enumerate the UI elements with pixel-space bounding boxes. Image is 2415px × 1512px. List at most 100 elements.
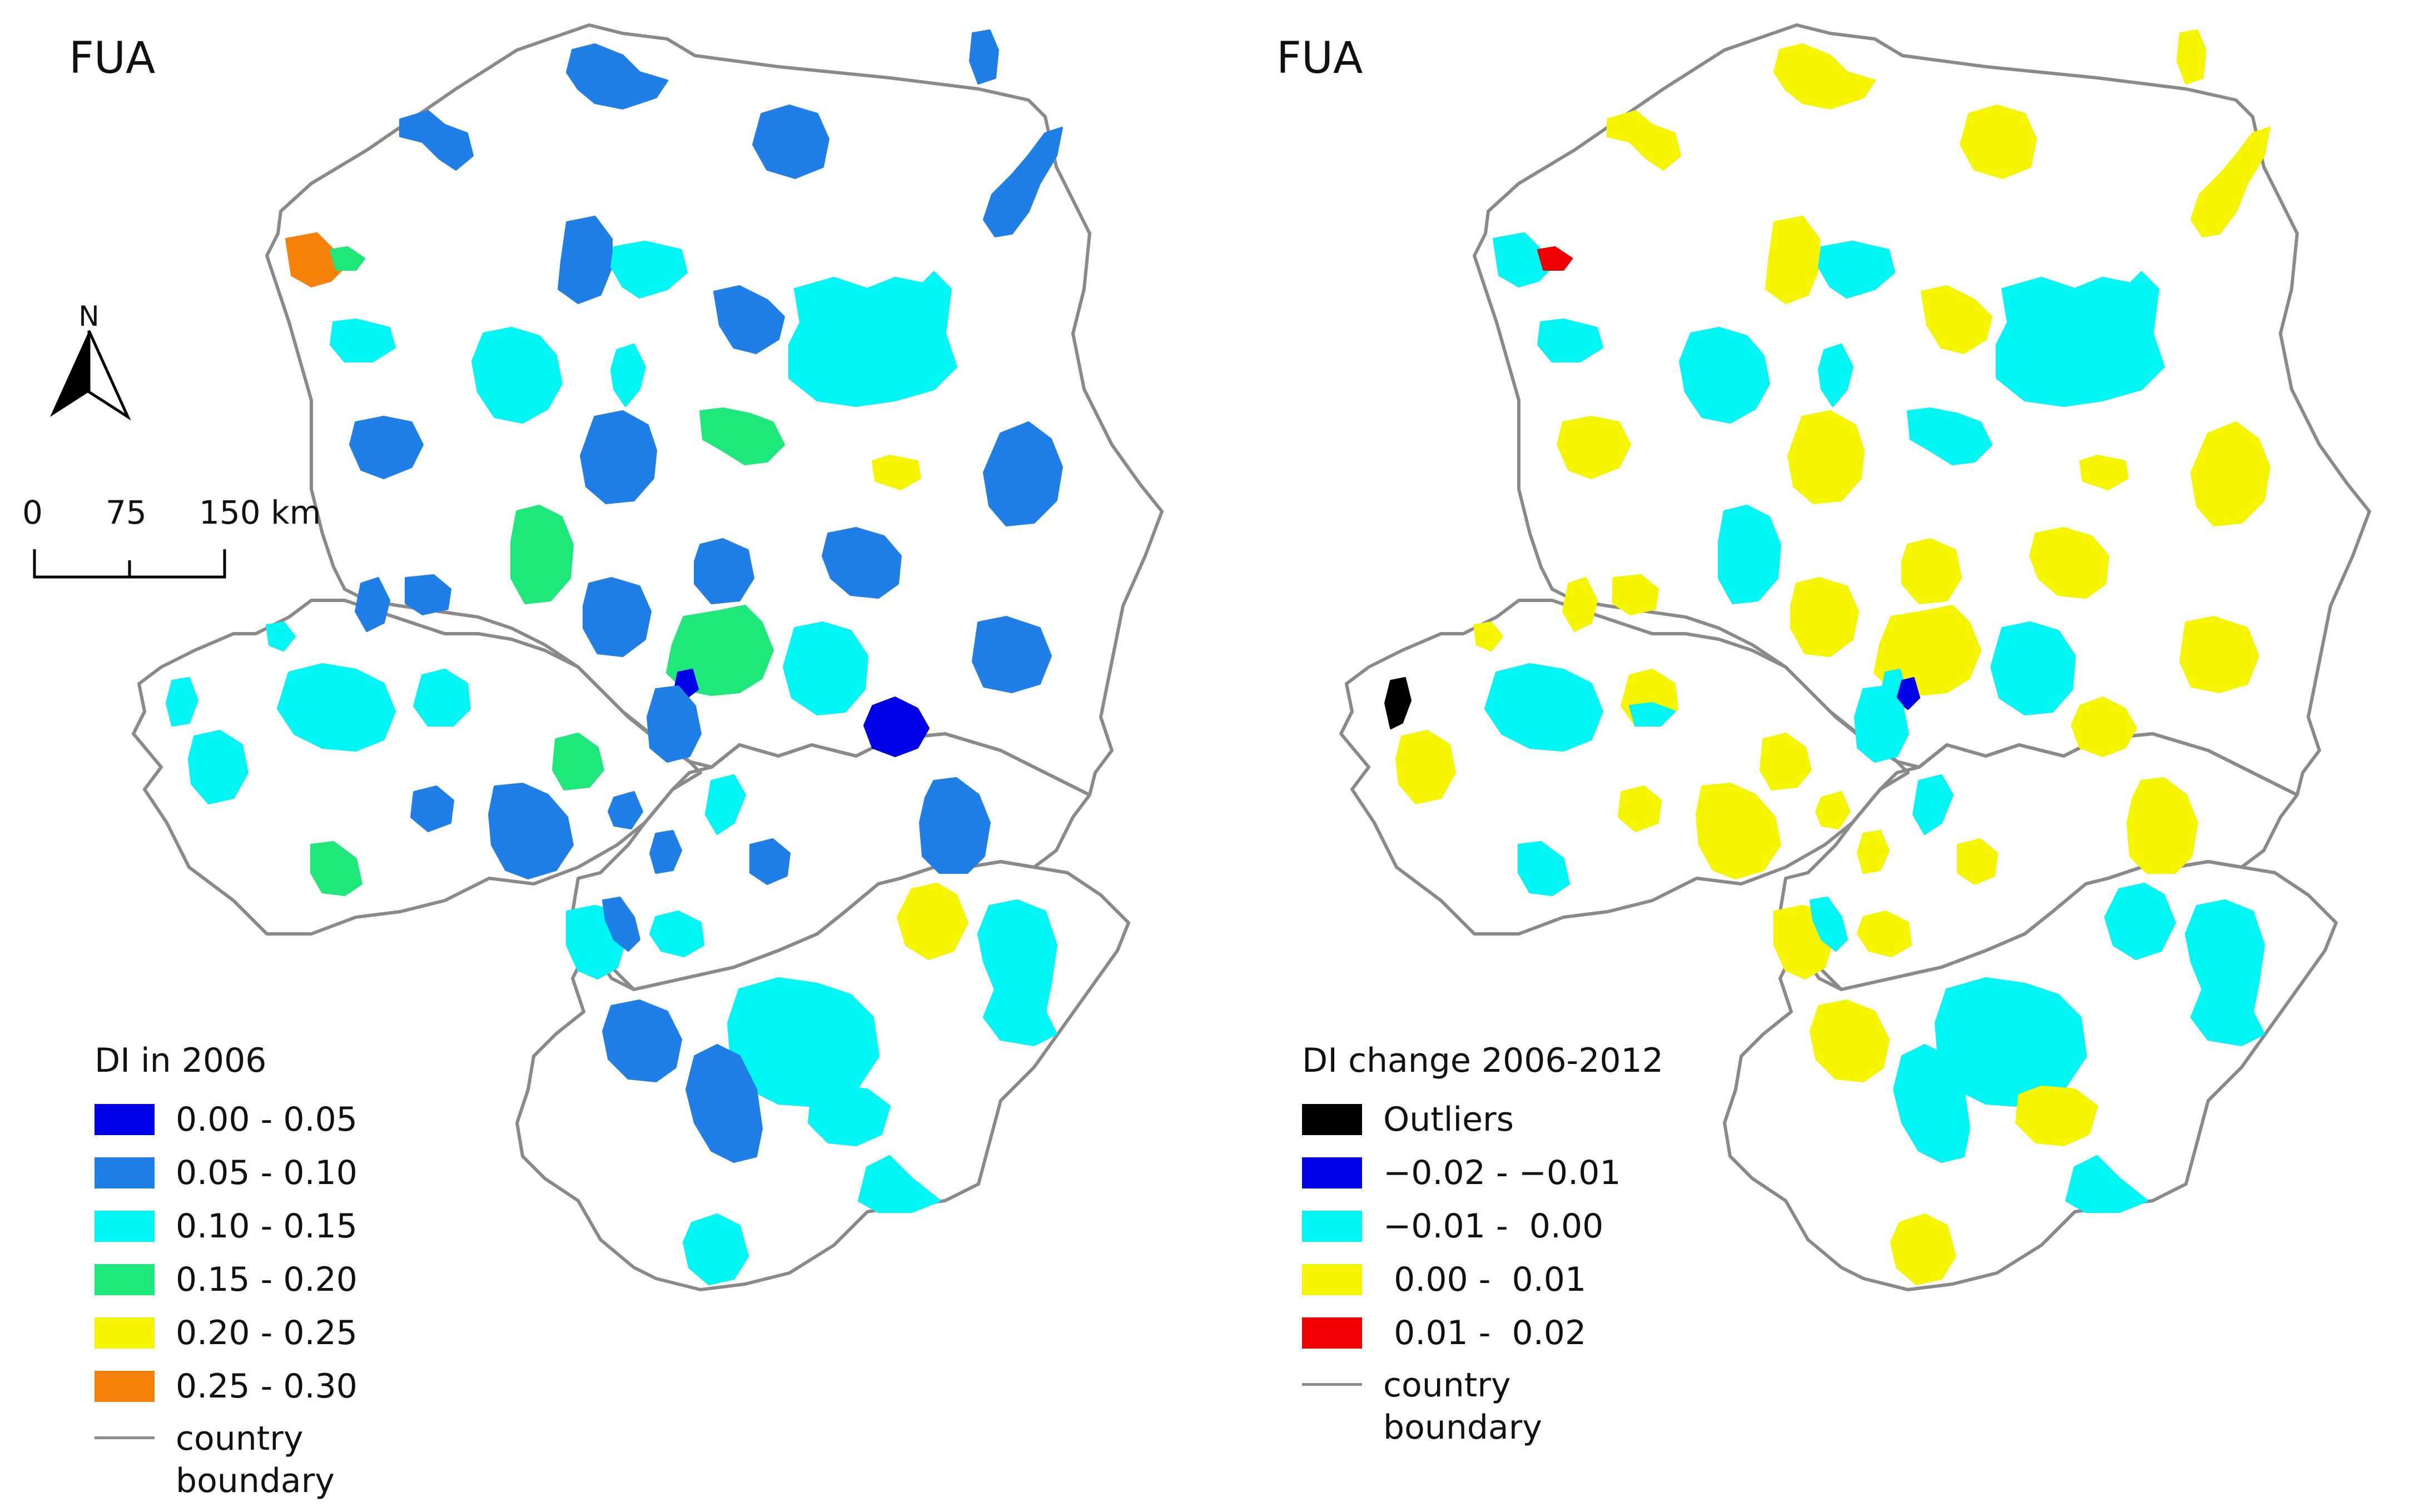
fua-region [973, 617, 1051, 692]
fua-region [489, 784, 573, 878]
fua-region [1485, 664, 1602, 750]
legend-item: 0.00 - 0.05 [95, 1093, 357, 1146]
fua-region [612, 242, 687, 297]
legend-swatch [95, 1104, 155, 1135]
north-arrow: N [44, 300, 133, 428]
fua-region [1902, 539, 1961, 603]
legend-boundary-label: country boundary [1383, 1364, 1528, 1449]
legend-swatch [1302, 1317, 1362, 1349]
legend-item: 0.00 - 0.01 [1302, 1253, 1663, 1306]
fua-region [1558, 417, 1630, 478]
legend-swatch [1302, 1157, 1362, 1188]
legend-item: 0.01 - 0.02 [1302, 1306, 1663, 1360]
fua-region [189, 731, 247, 803]
fua-region [1997, 272, 2164, 406]
fua-region [581, 411, 656, 503]
legend: DI change 2006-2012 Outliers −0.02 - −0.… [1302, 1044, 1663, 1449]
fua-region [1613, 575, 1658, 614]
fua-region [970, 31, 998, 83]
fua-region [406, 575, 450, 614]
fua-region [411, 787, 453, 831]
fua-region [1858, 831, 1889, 873]
fua-region [1761, 734, 1811, 789]
fua-region [1719, 506, 1780, 603]
fua-region [1563, 578, 1597, 631]
fua-region [350, 417, 423, 478]
fua-region [864, 698, 928, 756]
legend-swatch [95, 1264, 155, 1295]
legend-label: 0.25 - 0.30 [176, 1370, 357, 1403]
fua-region [700, 409, 784, 464]
map-title: FUA [69, 37, 155, 80]
legend-boundary-item: country boundary [1302, 1364, 1663, 1449]
fua-region [751, 839, 789, 884]
fua-region [267, 623, 295, 650]
fua-region [559, 217, 612, 303]
legend-item: 0.10 - 0.15 [95, 1200, 357, 1253]
fua-region [553, 734, 603, 789]
fua-region [2192, 422, 2269, 525]
fua-region [2016, 1087, 2097, 1145]
legend-title: DI change 2006-2012 [1302, 1044, 1663, 1077]
fua-region [753, 106, 828, 178]
fua-region [1961, 106, 2036, 178]
fua-region [789, 272, 956, 406]
fua-region [612, 345, 645, 406]
fua-region [2178, 31, 2205, 83]
fua-region [648, 687, 700, 762]
legend-item: 0.25 - 0.30 [95, 1360, 357, 1413]
legend-swatch [95, 1317, 155, 1349]
legend-label: −0.01 - 0.00 [1383, 1210, 1603, 1243]
fua-region [695, 539, 753, 603]
map-title: FUA [1276, 37, 1363, 80]
fua-region [1608, 111, 1680, 170]
map-panel-di-2006: FUA N 0 75 150 km DI in 2006 0.00 - 0.05… [0, 0, 1208, 1512]
legend-swatch [95, 1371, 155, 1402]
fua-region [978, 901, 1056, 1045]
north-arrow-icon [44, 300, 133, 428]
legend-label: 0.20 - 0.25 [176, 1316, 357, 1350]
legend-label: 0.00 - 0.05 [176, 1103, 357, 1136]
legend-label: 0.00 - 0.01 [1383, 1263, 1586, 1296]
boundary-line-swatch [1302, 1383, 1362, 1386]
fua-region [714, 286, 784, 353]
legend-swatch [1302, 1104, 1362, 1135]
fua-region [603, 1001, 681, 1081]
fua-region [1766, 217, 1819, 303]
fua-region [2066, 1156, 2147, 1212]
legend-item: −0.02 - −0.01 [1302, 1146, 1663, 1200]
scale-bar-graphic [22, 494, 245, 588]
fua-region [2105, 884, 2175, 959]
fua-region [167, 678, 197, 725]
legend-label: 0.10 - 0.15 [176, 1210, 357, 1243]
fua-region [809, 1087, 890, 1145]
fua-region [1538, 320, 1602, 361]
fua-region [1914, 775, 1952, 834]
fua-region [2186, 901, 2264, 1045]
fua-region [278, 664, 395, 750]
fua-region [984, 128, 1062, 236]
legend: DI in 2006 0.00 - 0.05 0.05 - 0.10 0.10 … [95, 1044, 357, 1502]
fua-region [584, 578, 650, 656]
fua-region [650, 831, 681, 873]
fua-region [1775, 44, 1875, 108]
fua-region [2072, 698, 2136, 756]
legend-label: Outliers [1383, 1103, 1514, 1136]
legend-label: 0.05 - 0.10 [176, 1156, 357, 1190]
legend-label: −0.02 - −0.01 [1383, 1156, 1621, 1190]
boundary-line-swatch [95, 1436, 155, 1439]
fua-region [1908, 409, 1991, 464]
fua-region [331, 320, 395, 361]
fua-region [873, 456, 920, 489]
legend-item: 0.05 - 0.10 [95, 1146, 357, 1200]
fua-region [706, 775, 745, 834]
legend-swatch [1302, 1211, 1362, 1242]
fua-region [331, 247, 364, 270]
legend-item: −0.01 - 0.00 [1302, 1200, 1663, 1253]
fua-region [1891, 1215, 1955, 1284]
fua-region [473, 328, 561, 422]
legend-item: 0.20 - 0.25 [95, 1306, 357, 1360]
fua-region [1538, 247, 1572, 270]
legend-label: 0.15 - 0.20 [176, 1263, 357, 1296]
scale-bar: 0 75 150 km [22, 494, 245, 588]
